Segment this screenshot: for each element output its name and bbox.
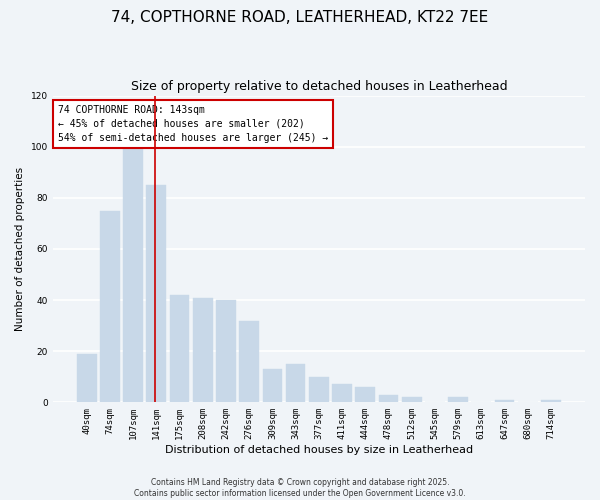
Bar (100, 210, 120, 402)
Title: Size of property relative to detached houses in Leatherhead: Size of property relative to detached ho… (131, 80, 507, 93)
Bar (123, 144, 143, 403)
Text: 74, COPTHORNE ROAD, LEATHERHEAD, KT22 7EE: 74, COPTHORNE ROAD, LEATHERHEAD, KT22 7E… (112, 10, 488, 25)
Bar (170, 295, 190, 403)
Bar (239, 320, 259, 402)
Text: 74 COPTHORNE ROAD: 143sqm
← 45% of detached houses are smaller (202)
54% of semi: 74 COPTHORNE ROAD: 143sqm ← 45% of detac… (58, 105, 328, 143)
Bar (355, 387, 375, 402)
Bar (448, 397, 468, 402)
Bar (494, 400, 514, 402)
Bar (309, 377, 329, 402)
Bar (263, 369, 282, 402)
Bar (77, 354, 97, 403)
Text: Contains HM Land Registry data © Crown copyright and database right 2025.
Contai: Contains HM Land Registry data © Crown c… (134, 478, 466, 498)
Y-axis label: Number of detached properties: Number of detached properties (15, 167, 25, 331)
Bar (193, 298, 212, 403)
Bar (379, 394, 398, 402)
Bar (216, 300, 236, 402)
Bar (332, 384, 352, 402)
Bar (146, 185, 166, 402)
X-axis label: Distribution of detached houses by size in Leatherhead: Distribution of detached houses by size … (165, 445, 473, 455)
Bar (402, 397, 422, 402)
Bar (286, 364, 305, 403)
Bar (541, 400, 561, 402)
